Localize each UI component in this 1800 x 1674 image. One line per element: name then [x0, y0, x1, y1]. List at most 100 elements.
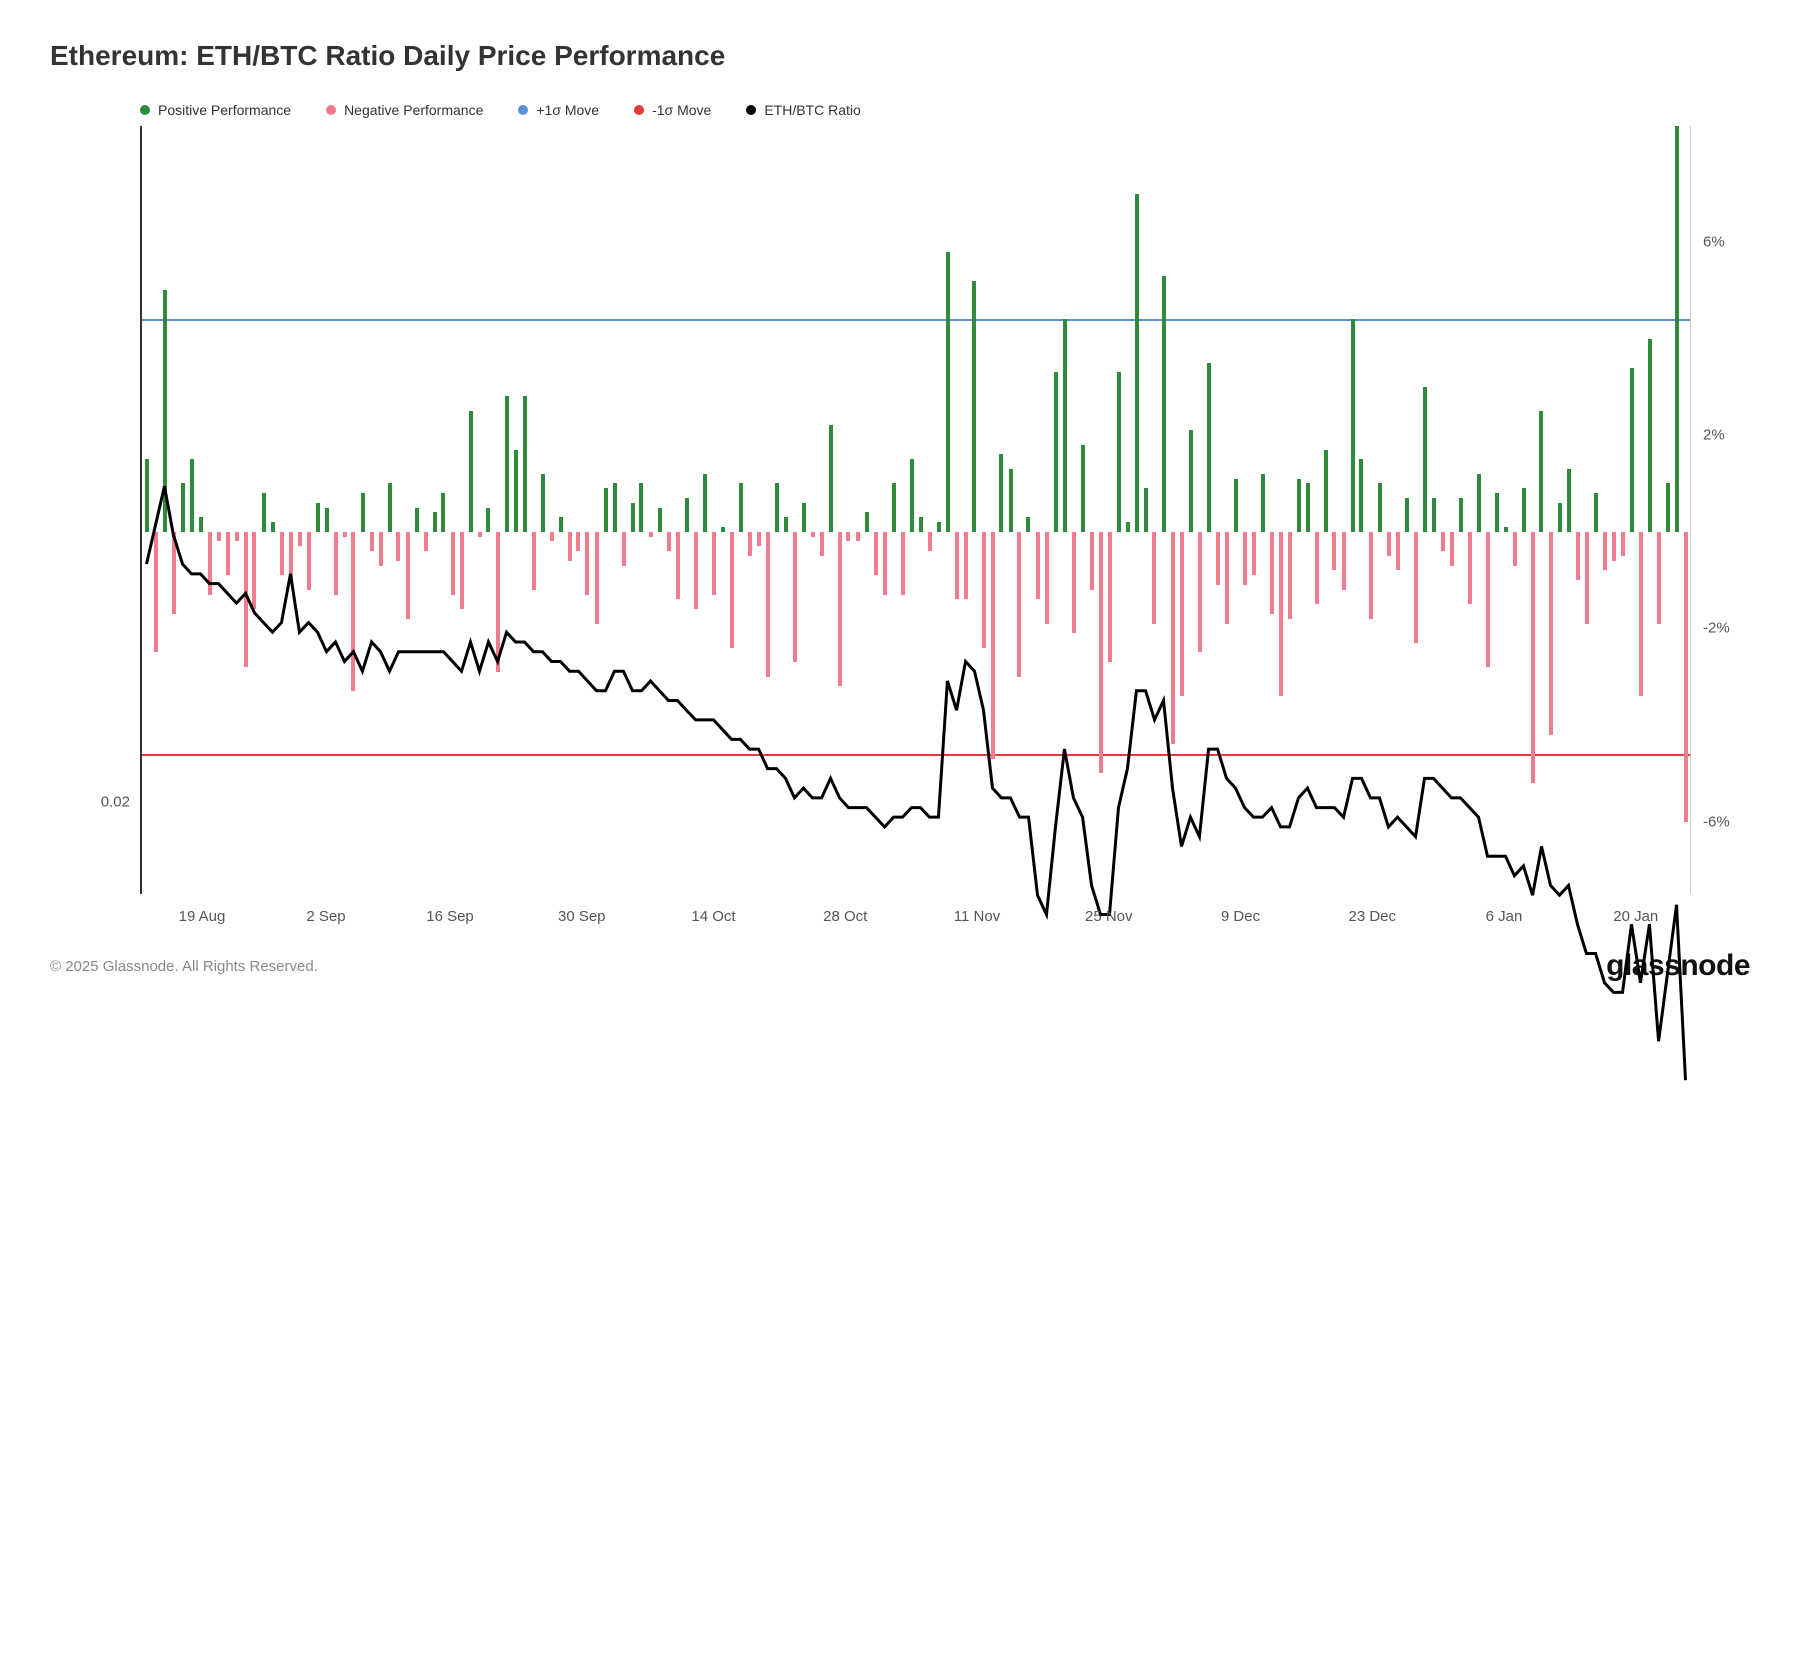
negative-bar — [1252, 532, 1256, 575]
positive-bar — [1459, 498, 1463, 532]
positive-bar — [163, 290, 167, 532]
positive-bar — [1630, 368, 1634, 532]
negative-bar — [1288, 532, 1292, 619]
positive-bar — [802, 503, 806, 532]
legend-swatch — [634, 105, 644, 115]
negative-bar — [154, 532, 158, 653]
positive-bar — [604, 488, 608, 531]
positive-bar — [199, 517, 203, 531]
negative-bar — [1531, 532, 1535, 783]
positive-bar — [1081, 445, 1085, 532]
legend: Positive PerformanceNegative Performance… — [50, 102, 1750, 118]
negative-bar — [622, 532, 626, 566]
positive-bar — [1594, 493, 1598, 532]
negative-bar — [964, 532, 968, 600]
y-tick-right: 6% — [1703, 233, 1725, 250]
negative-bar — [370, 532, 374, 551]
positive-bar — [1189, 430, 1193, 531]
negative-bar — [1198, 532, 1202, 653]
positive-bar — [190, 459, 194, 531]
positive-bar — [469, 411, 473, 532]
legend-item: Negative Performance — [326, 102, 483, 118]
negative-bar — [748, 532, 752, 556]
positive-bar — [145, 459, 149, 531]
x-tick: 30 Sep — [558, 908, 606, 925]
positive-bar — [262, 493, 266, 532]
negative-bar — [1441, 532, 1445, 551]
negative-bar — [991, 532, 995, 759]
negative-bar — [1639, 532, 1643, 696]
negative-bar — [478, 532, 482, 537]
positive-bar — [559, 517, 563, 531]
legend-label: ETH/BTC Ratio — [764, 102, 860, 118]
chart-wrap: 0.02 6%2%-2%-6% — [50, 126, 1750, 894]
negative-bar — [280, 532, 284, 575]
legend-label: -1σ Move — [652, 102, 711, 118]
negative-bar — [1171, 532, 1175, 745]
bars-layer — [142, 126, 1690, 894]
positive-bar — [1504, 527, 1508, 532]
positive-bar — [1477, 474, 1481, 532]
negative-bar — [676, 532, 680, 600]
negative-bar — [1216, 532, 1220, 585]
negative-bar — [379, 532, 383, 566]
negative-bar — [874, 532, 878, 575]
negative-bar — [1612, 532, 1616, 561]
negative-bar — [1657, 532, 1661, 624]
positive-bar — [441, 493, 445, 532]
positive-bar — [388, 483, 392, 531]
negative-bar — [1225, 532, 1229, 624]
chart-title: Ethereum: ETH/BTC Ratio Daily Price Perf… — [50, 40, 1750, 72]
positive-bar — [1207, 363, 1211, 532]
negative-bar — [585, 532, 589, 595]
positive-bar — [1539, 411, 1543, 532]
negative-bar — [595, 532, 599, 624]
x-tick: 28 Oct — [823, 908, 867, 925]
positive-bar — [415, 508, 419, 532]
positive-bar — [1306, 483, 1310, 531]
negative-bar — [235, 532, 239, 542]
negative-bar — [1152, 532, 1156, 624]
positive-bar — [1026, 517, 1030, 531]
negative-bar — [1180, 532, 1184, 696]
x-tick: 16 Sep — [426, 908, 474, 925]
positive-bar — [1648, 339, 1652, 532]
positive-bar — [1359, 459, 1363, 531]
positive-bar — [181, 483, 185, 531]
negative-bar — [712, 532, 716, 595]
negative-bar — [1387, 532, 1391, 556]
x-tick: 9 Dec — [1221, 908, 1260, 925]
negative-bar — [1342, 532, 1346, 590]
positive-bar — [1567, 469, 1571, 532]
negative-bar — [1684, 532, 1688, 822]
positive-bar — [1378, 483, 1382, 531]
positive-bar — [1522, 488, 1526, 531]
positive-bar — [1675, 126, 1679, 532]
negative-bar — [460, 532, 464, 609]
y-tick-right: 2% — [1703, 427, 1725, 444]
negative-bar — [883, 532, 887, 595]
negative-bar — [1585, 532, 1589, 624]
negative-bar — [307, 532, 311, 590]
legend-swatch — [746, 105, 756, 115]
negative-bar — [820, 532, 824, 556]
copyright-text: © 2025 Glassnode. All Rights Reserved. — [50, 958, 318, 975]
negative-bar — [1576, 532, 1580, 580]
positive-bar — [1144, 488, 1148, 531]
negative-bar — [1414, 532, 1418, 643]
positive-bar — [1135, 194, 1139, 532]
positive-bar — [829, 425, 833, 531]
positive-bar — [721, 527, 725, 532]
legend-item: +1σ Move — [518, 102, 599, 118]
negative-bar — [1369, 532, 1373, 619]
negative-bar — [396, 532, 400, 561]
legend-swatch — [518, 105, 528, 115]
negative-bar — [1621, 532, 1625, 556]
positive-bar — [1666, 483, 1670, 531]
x-tick: 2 Sep — [306, 908, 345, 925]
positive-bar — [1405, 498, 1409, 532]
negative-bar — [901, 532, 905, 595]
negative-bar — [568, 532, 572, 561]
positive-bar — [739, 483, 743, 531]
x-tick: 19 Aug — [179, 908, 226, 925]
